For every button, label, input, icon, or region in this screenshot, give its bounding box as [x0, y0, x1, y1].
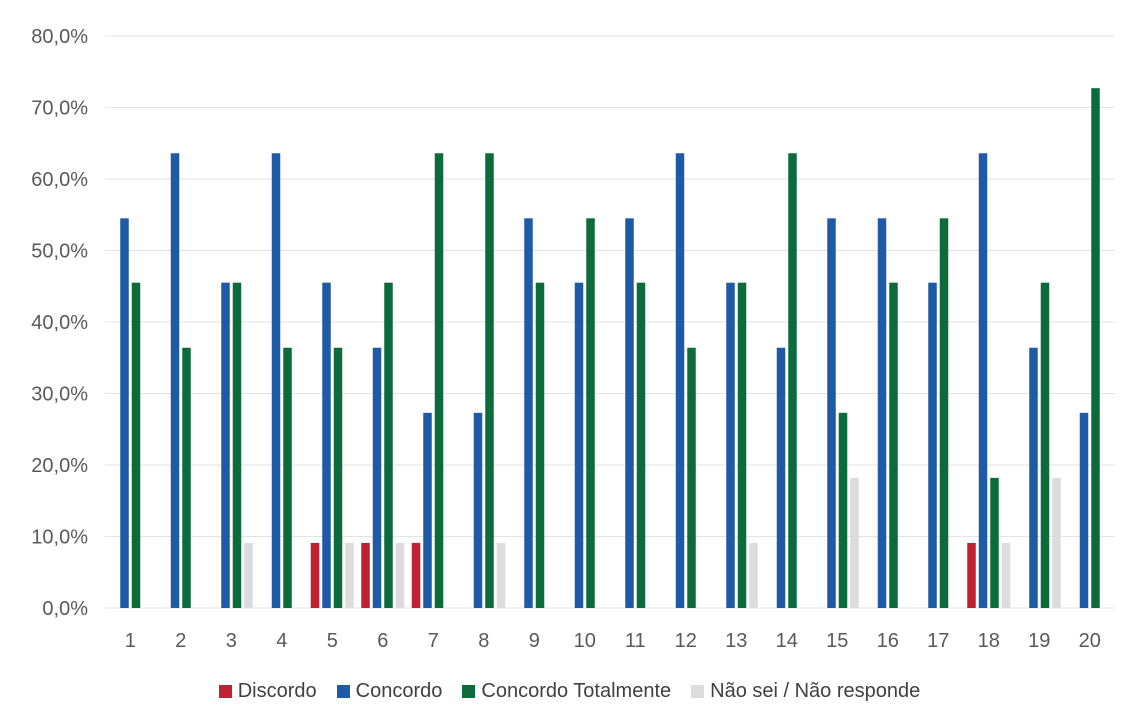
bar-concordo-16: [877, 218, 887, 608]
x-tick-label: 7: [428, 630, 439, 652]
bar-concordo-20: [1079, 412, 1089, 608]
y-tick-label: 60,0%: [31, 169, 88, 191]
bar-concordo-9: [524, 218, 533, 608]
x-tick-label: 16: [877, 630, 899, 652]
x-tick-label: 1: [125, 630, 136, 652]
bar-concordo-12: [675, 153, 685, 608]
bar-concordo-totalmente-1: [131, 282, 141, 608]
bar-concordo-totalmente-6: [384, 282, 393, 608]
y-tick-label: 20,0%: [31, 455, 88, 477]
bar-concordo-totalmente-18: [990, 477, 999, 608]
bar-n-o-sei-n-o-responde-15: [850, 477, 859, 608]
bar-concordo-totalmente-3: [232, 282, 242, 608]
bar-concordo-totalmente-2: [182, 347, 191, 608]
bar-concordo-totalmente-15: [838, 412, 848, 608]
bar-concordo-5: [322, 282, 331, 608]
x-tick-label: 14: [776, 630, 798, 652]
bar-concordo-19: [1029, 347, 1038, 608]
legend-swatch: [462, 685, 476, 698]
y-tick-label: 80,0%: [31, 26, 88, 48]
bar-discordo-5: [310, 542, 320, 608]
bar-concordo-totalmente-8: [485, 153, 494, 608]
bar-discordo-7: [411, 542, 421, 608]
legend-item: Concordo: [336, 680, 443, 703]
bar-concordo-10: [574, 282, 584, 608]
x-tick-label: 10: [574, 630, 596, 652]
bar-concordo-totalmente-9: [535, 282, 545, 608]
x-tick-label: 4: [276, 630, 287, 652]
bar-n-o-sei-n-o-responde-3: [244, 542, 253, 608]
bar-concordo-18: [978, 153, 988, 608]
bar-concordo-totalmente-5: [333, 347, 343, 608]
bar-concordo-totalmente-4: [283, 347, 292, 608]
bar-n-o-sei-n-o-responde-5: [345, 542, 354, 608]
x-tick-label: 5: [327, 630, 338, 652]
x-tick-label: 3: [226, 630, 237, 652]
bar-concordo-totalmente-10: [586, 218, 595, 608]
x-tick-label: 17: [927, 630, 949, 652]
gridlines: [105, 35, 1115, 609]
legend-label: Concordo Totalmente: [481, 680, 672, 702]
legend: Discordo Concordo Concordo Totalmente Não s…: [0, 680, 1139, 703]
legend-item: Não sei / Não responde: [691, 680, 920, 703]
bar-discordo-18: [967, 542, 976, 608]
bar-concordo-6: [372, 347, 382, 608]
legend-label: Concordo: [355, 680, 443, 702]
y-tick-label: 40,0%: [31, 312, 88, 334]
x-tick-label: 12: [675, 630, 697, 652]
bar-concordo-11: [625, 218, 634, 608]
x-tick-label: 9: [529, 630, 540, 652]
bar-n-o-sei-n-o-responde-6: [395, 542, 405, 608]
bar-concordo-2: [170, 153, 180, 608]
y-tick-label: 50,0%: [31, 241, 88, 263]
bar-concordo-totalmente-20: [1091, 88, 1100, 608]
x-tick-label: 19: [1028, 630, 1050, 652]
bar-discordo-6: [361, 542, 370, 608]
x-tick-label: 8: [478, 630, 489, 652]
legend-item: Concordo Totalmente: [462, 680, 671, 703]
legend-swatch: [336, 685, 350, 698]
legend-label: Discordo: [237, 680, 317, 702]
bar-n-o-sei-n-o-responde-19: [1052, 477, 1061, 608]
x-tick-label: 2: [175, 630, 186, 652]
bar-concordo-totalmente-17: [939, 218, 949, 608]
legend-swatch: [218, 685, 232, 698]
bar-concordo-totalmente-14: [788, 153, 797, 608]
bar-concordo-8: [473, 412, 483, 608]
y-tick-label: 10,0%: [31, 527, 88, 549]
x-tick-label: 11: [625, 630, 646, 652]
bar-concordo-totalmente-16: [889, 282, 898, 608]
bar-concordo-4: [271, 153, 281, 608]
legend-item: Discordo: [218, 680, 317, 703]
x-tick-label: 18: [978, 630, 1000, 652]
bar-concordo-14: [776, 347, 786, 608]
bar-n-o-sei-n-o-responde-13: [749, 542, 758, 608]
y-tick-label: 70,0%: [31, 98, 88, 120]
bar-concordo-1: [120, 218, 129, 608]
bar-n-o-sei-n-o-responde-18: [1001, 542, 1011, 608]
bar-concordo-17: [928, 282, 937, 608]
bar-concordo-totalmente-13: [737, 282, 747, 608]
bar-concordo-totalmente-7: [434, 153, 444, 608]
x-tick-label: 13: [725, 630, 747, 652]
bar-concordo-13: [726, 282, 735, 608]
y-axis: 0,0% 10,0% 20,0% 30,0% 40,0% 50,0% 60,0% 70,0% 8…: [31, 26, 88, 620]
x-tick-label: 15: [826, 630, 848, 652]
y-tick-label: 0,0%: [42, 598, 88, 620]
bar-concordo-totalmente-12: [687, 347, 696, 608]
x-axis: 1 2 3 4 5 6 7 8 9 10 11 12 13 14 15 16 17 18 19 20: [125, 630, 1101, 652]
legend-swatch: [691, 685, 705, 698]
bar-n-o-sei-n-o-responde-8: [496, 542, 506, 608]
legend-label: Não sei / Não responde: [710, 680, 921, 702]
y-tick-label: 30,0%: [31, 384, 88, 406]
bar-concordo-7: [423, 412, 432, 608]
bar-concordo-totalmente-11: [636, 282, 646, 608]
bar-concordo-totalmente-19: [1040, 282, 1050, 608]
x-tick-label: 6: [377, 630, 388, 652]
x-tick-label: 20: [1079, 630, 1101, 652]
bar-concordo-3: [221, 282, 230, 608]
bars: [120, 88, 1100, 608]
bar-concordo-15: [827, 218, 836, 608]
